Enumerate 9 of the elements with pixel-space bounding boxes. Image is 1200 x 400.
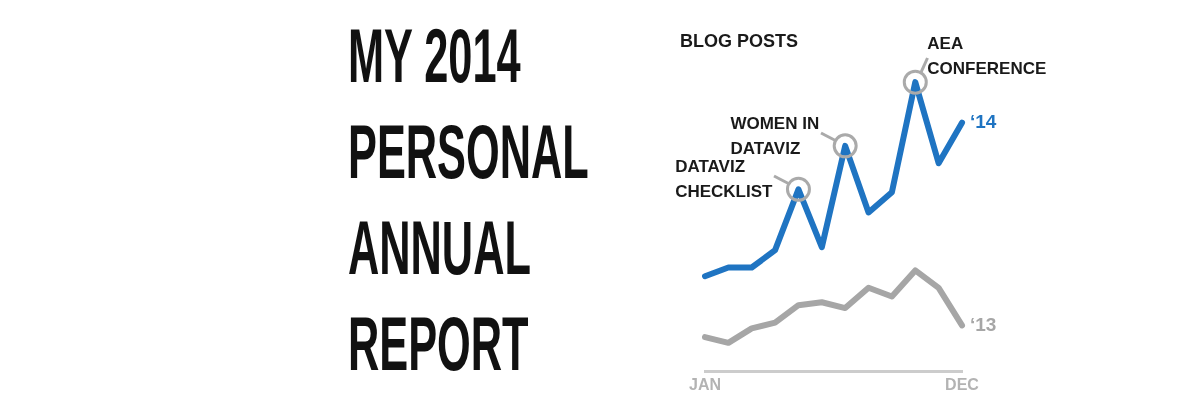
x-tick-label: JAN [688, 375, 722, 393]
text: MY 2014 PERSONAL ANNUAL REPORT [348, 12, 589, 388]
annotation: DATAVIZ CHECKLIST [675, 157, 774, 202]
annotation: WOMEN IN DATAVIZ [730, 113, 820, 158]
text: AEA CONFERENCE [927, 34, 1047, 79]
series-label: ‘13 [970, 313, 997, 335]
series-label: ‘14 [970, 110, 997, 132]
chart-subtitle: BLOG POSTS [680, 31, 799, 51]
x-tick-label: DEC [945, 375, 980, 393]
